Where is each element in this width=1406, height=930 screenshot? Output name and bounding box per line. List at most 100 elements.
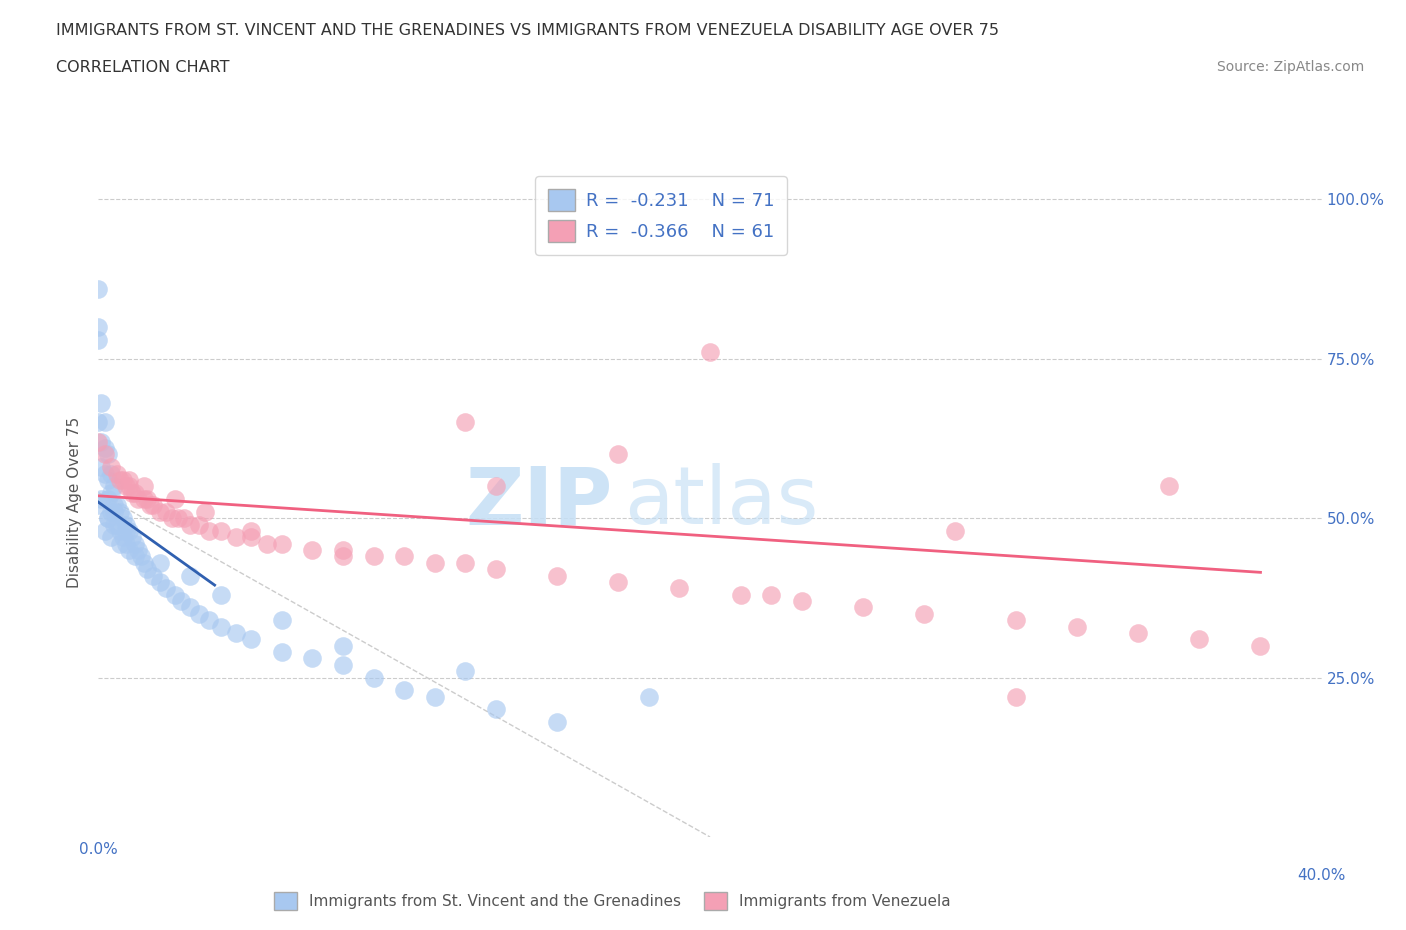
- Point: [121, 530, 143, 545]
- Point: [240, 631, 263, 646]
- Point: [1157, 479, 1180, 494]
- Point: [363, 671, 385, 685]
- Point: [1188, 631, 1211, 646]
- Point: [1249, 638, 1271, 653]
- Point: [332, 549, 354, 564]
- Point: [270, 644, 292, 659]
- Point: [108, 472, 131, 487]
- Point: [454, 415, 477, 430]
- Point: [485, 479, 508, 494]
- Point: [108, 504, 131, 519]
- Point: [1128, 626, 1150, 641]
- Point: [546, 568, 568, 583]
- Point: [668, 581, 690, 596]
- Point: [97, 472, 120, 487]
- Point: [209, 619, 232, 634]
- Point: [93, 415, 115, 430]
- Point: [301, 651, 323, 666]
- Point: [332, 542, 354, 557]
- Point: [134, 492, 156, 507]
- Point: [136, 492, 159, 507]
- Point: [240, 530, 263, 545]
- Point: [225, 530, 247, 545]
- Point: [103, 504, 125, 519]
- Point: [179, 600, 201, 615]
- Text: CORRELATION CHART: CORRELATION CHART: [56, 60, 229, 75]
- Point: [90, 434, 112, 449]
- Point: [93, 441, 115, 456]
- Point: [197, 524, 219, 538]
- Point: [136, 562, 159, 577]
- Point: [256, 537, 278, 551]
- Point: [139, 498, 162, 512]
- Point: [108, 524, 131, 538]
- Point: [1066, 619, 1088, 634]
- Point: [485, 562, 508, 577]
- Point: [111, 511, 134, 525]
- Point: [759, 587, 782, 602]
- Point: [155, 581, 177, 596]
- Point: [87, 434, 110, 449]
- Text: IMMIGRANTS FROM ST. VINCENT AND THE GRENADINES VS IMMIGRANTS FROM VENEZUELA DISA: IMMIGRANTS FROM ST. VINCENT AND THE GREN…: [56, 23, 1000, 38]
- Point: [209, 524, 232, 538]
- Point: [607, 575, 630, 590]
- Point: [105, 498, 128, 512]
- Point: [852, 600, 875, 615]
- Y-axis label: Disability Age Over 75: Disability Age Over 75: [67, 417, 83, 588]
- Point: [97, 492, 120, 507]
- Point: [124, 485, 146, 500]
- Point: [124, 537, 146, 551]
- Point: [115, 537, 138, 551]
- Point: [188, 606, 211, 621]
- Point: [118, 472, 141, 487]
- Point: [87, 415, 110, 430]
- Text: atlas: atlas: [624, 463, 818, 541]
- Point: [115, 524, 138, 538]
- Point: [943, 524, 966, 538]
- Point: [301, 542, 323, 557]
- Point: [163, 587, 186, 602]
- Point: [87, 498, 110, 512]
- Point: [167, 511, 190, 525]
- Point: [1004, 689, 1026, 704]
- Point: [142, 498, 165, 512]
- Point: [332, 658, 354, 672]
- Point: [90, 492, 112, 507]
- Point: [270, 613, 292, 628]
- Point: [142, 568, 165, 583]
- Point: [127, 542, 149, 557]
- Point: [100, 504, 122, 519]
- Point: [209, 587, 232, 602]
- Point: [127, 492, 149, 507]
- Point: [124, 549, 146, 564]
- Point: [240, 524, 263, 538]
- Point: [87, 281, 110, 296]
- Point: [155, 504, 177, 519]
- Point: [118, 524, 141, 538]
- Text: ZIP: ZIP: [465, 463, 612, 541]
- Point: [194, 504, 217, 519]
- Point: [134, 555, 156, 570]
- Point: [100, 485, 122, 500]
- Point: [115, 479, 138, 494]
- Point: [454, 555, 477, 570]
- Point: [103, 479, 125, 494]
- Point: [485, 702, 508, 717]
- Point: [173, 511, 195, 525]
- Point: [100, 530, 122, 545]
- Point: [97, 511, 120, 525]
- Text: Source: ZipAtlas.com: Source: ZipAtlas.com: [1216, 60, 1364, 74]
- Point: [103, 498, 125, 512]
- Point: [97, 511, 120, 525]
- Point: [115, 517, 138, 532]
- Legend: Immigrants from St. Vincent and the Grenadines, Immigrants from Venezuela: Immigrants from St. Vincent and the Gren…: [267, 885, 956, 916]
- Point: [179, 568, 201, 583]
- Point: [93, 447, 115, 462]
- Point: [100, 466, 122, 481]
- Point: [423, 555, 446, 570]
- Point: [454, 664, 477, 679]
- Point: [546, 715, 568, 730]
- Text: 40.0%: 40.0%: [1298, 868, 1346, 883]
- Point: [160, 511, 183, 525]
- Point: [93, 524, 115, 538]
